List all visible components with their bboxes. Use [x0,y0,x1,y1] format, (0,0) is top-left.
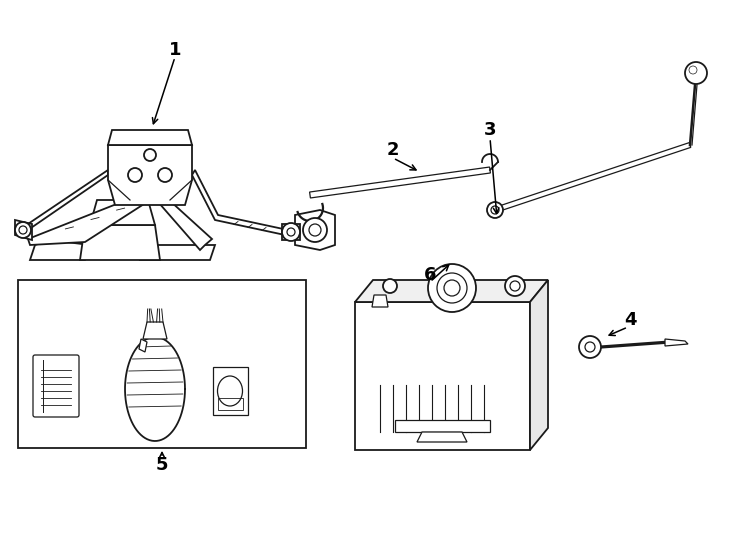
Circle shape [144,149,156,161]
Circle shape [19,226,27,234]
Polygon shape [372,295,388,307]
Circle shape [487,202,503,218]
Text: 5: 5 [156,456,168,474]
Polygon shape [28,190,158,245]
Polygon shape [15,220,32,240]
Polygon shape [665,339,688,346]
Circle shape [505,276,525,296]
Circle shape [444,280,460,296]
Circle shape [128,168,142,182]
Polygon shape [152,190,212,250]
Polygon shape [395,420,490,432]
Polygon shape [108,130,192,145]
Polygon shape [140,245,215,260]
Circle shape [383,279,397,293]
Text: 6: 6 [424,266,436,284]
Polygon shape [22,170,108,235]
Polygon shape [310,167,490,198]
Polygon shape [143,322,167,339]
Circle shape [437,273,467,303]
Circle shape [428,264,476,312]
Polygon shape [108,145,192,205]
Circle shape [303,218,327,242]
Polygon shape [30,240,90,260]
Polygon shape [192,170,288,235]
Polygon shape [355,302,530,450]
Polygon shape [139,339,147,352]
Circle shape [579,336,601,358]
Bar [218,398,243,410]
Bar [18,280,306,448]
Text: 4: 4 [624,311,636,329]
Text: 2: 2 [387,141,399,159]
Circle shape [309,224,321,236]
FancyBboxPatch shape [33,355,79,417]
Circle shape [585,342,595,352]
Circle shape [158,168,172,182]
Circle shape [282,223,300,241]
Polygon shape [282,224,300,240]
Polygon shape [417,432,467,442]
Circle shape [685,62,707,84]
Polygon shape [530,280,548,450]
Circle shape [491,206,499,214]
Polygon shape [125,337,185,441]
Polygon shape [90,200,155,225]
Circle shape [689,66,697,74]
Circle shape [287,228,295,236]
Polygon shape [494,143,691,212]
Text: 1: 1 [169,41,181,59]
Bar [213,367,248,415]
Circle shape [510,281,520,291]
Text: 3: 3 [484,121,496,139]
Circle shape [15,222,31,238]
Polygon shape [355,280,548,302]
Polygon shape [295,210,335,250]
Ellipse shape [217,376,242,406]
Polygon shape [80,225,160,260]
